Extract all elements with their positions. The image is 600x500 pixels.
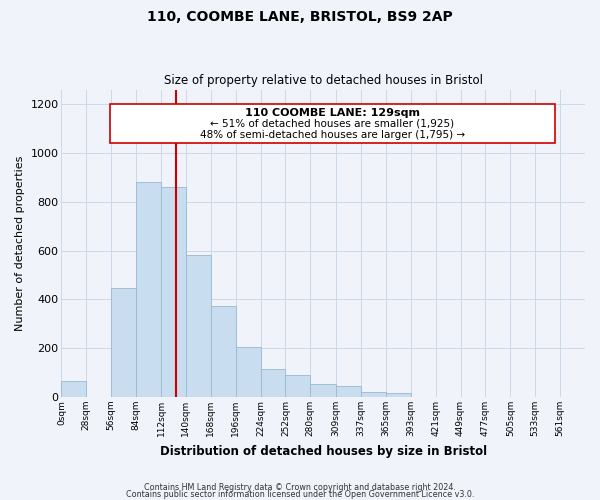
Bar xyxy=(111,288,136,397)
Text: 110 COOMBE LANE: 129sqm: 110 COOMBE LANE: 129sqm xyxy=(245,108,420,118)
Bar xyxy=(386,394,411,397)
Bar xyxy=(161,187,186,397)
X-axis label: Distribution of detached houses by size in Bristol: Distribution of detached houses by size … xyxy=(160,444,487,458)
Text: 48% of semi-detached houses are larger (1,795) →: 48% of semi-detached houses are larger (… xyxy=(200,130,465,140)
Bar xyxy=(286,375,310,397)
FancyBboxPatch shape xyxy=(110,104,555,143)
Bar xyxy=(310,384,336,397)
Bar xyxy=(260,369,286,397)
Text: 110, COOMBE LANE, BRISTOL, BS9 2AP: 110, COOMBE LANE, BRISTOL, BS9 2AP xyxy=(147,10,453,24)
Text: Contains HM Land Registry data © Crown copyright and database right 2024.: Contains HM Land Registry data © Crown c… xyxy=(144,484,456,492)
Bar xyxy=(186,256,211,397)
Bar xyxy=(61,381,86,397)
Bar xyxy=(361,392,386,397)
Bar xyxy=(236,347,260,397)
Bar xyxy=(136,182,161,397)
Bar xyxy=(211,306,236,397)
Text: ← 51% of detached houses are smaller (1,925): ← 51% of detached houses are smaller (1,… xyxy=(211,118,455,128)
Text: Contains public sector information licensed under the Open Government Licence v3: Contains public sector information licen… xyxy=(126,490,474,499)
Bar xyxy=(336,386,361,397)
Title: Size of property relative to detached houses in Bristol: Size of property relative to detached ho… xyxy=(164,74,483,87)
Y-axis label: Number of detached properties: Number of detached properties xyxy=(15,156,25,331)
